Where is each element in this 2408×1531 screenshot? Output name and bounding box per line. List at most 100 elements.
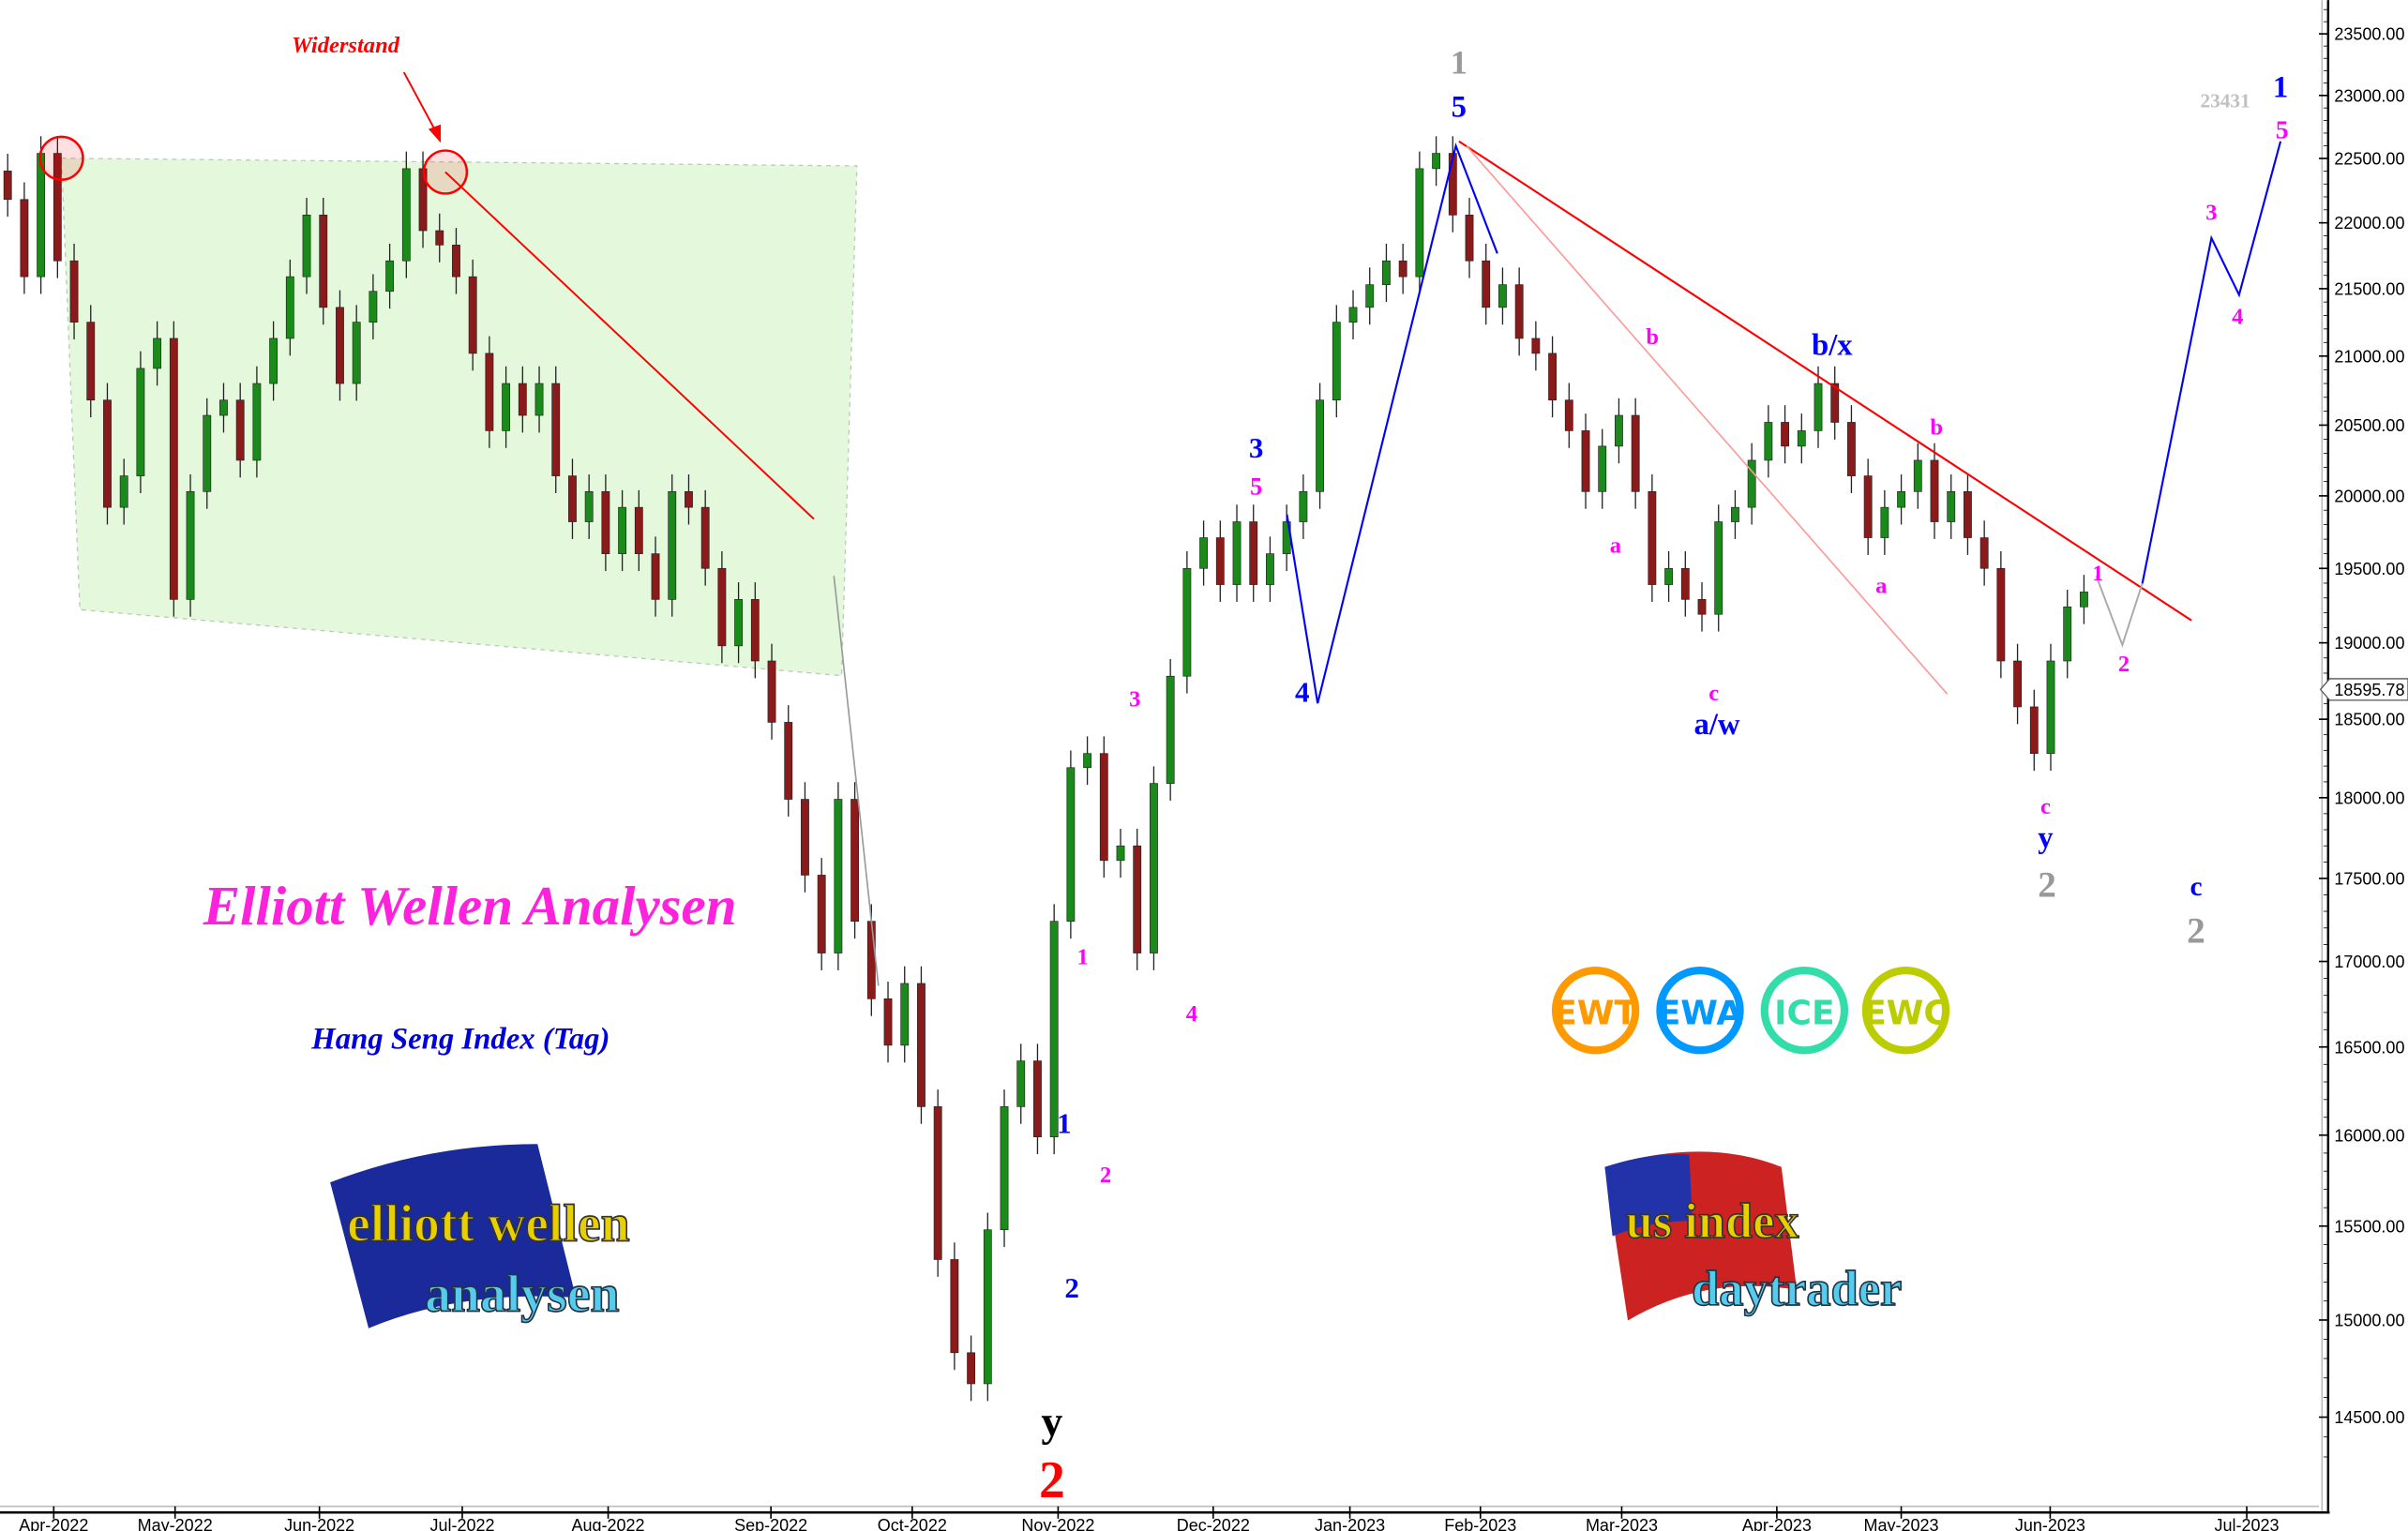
wave-label: 1: [1057, 1107, 1072, 1140]
wave-label: 1: [2092, 562, 2102, 585]
badge-ewt: EWT: [1551, 967, 1640, 1055]
badge-text: ICE: [1774, 994, 1834, 1032]
candle-body: [1913, 459, 1922, 492]
candle-body: [1215, 537, 1225, 585]
candle-body: [69, 260, 79, 323]
candle-body: [1731, 506, 1739, 522]
gray-wave-line: [833, 576, 880, 986]
arrow-shaft: [402, 71, 437, 133]
us-flag-stars-icon: [1604, 1154, 1693, 1237]
arrow-head-icon: [428, 124, 442, 143]
candle-body: [1432, 153, 1441, 170]
candle-body: [385, 260, 395, 293]
y-tick-label: 19500.00: [2334, 560, 2404, 578]
candle-body: [452, 245, 460, 278]
candle-body: [1348, 307, 1358, 323]
badge-text: EWA: [1658, 994, 1743, 1032]
candle-body: [1797, 430, 1806, 447]
logo-text: analysen: [425, 1266, 619, 1324]
y-tick-label: 16000.00: [2334, 1126, 2404, 1145]
wave-label: 5: [1452, 91, 1467, 125]
candle-body: [1615, 414, 1623, 447]
y-tick-label: 22000.00: [2334, 214, 2404, 233]
candle-body: [302, 215, 311, 278]
x-axis: Apr-2022 May-2022 Jun-2022 Jul-2022 Aug-2022…: [0, 1505, 2330, 1531]
candle-body: [1332, 322, 1341, 401]
sideways-channel: [60, 158, 858, 677]
candle-body: [219, 399, 228, 416]
badge-text: EWT: [1554, 994, 1637, 1032]
candle-body: [767, 660, 776, 723]
candle-body: [2063, 606, 2072, 662]
candle-body: [634, 506, 643, 554]
x-tick-label: Sep-2022: [734, 1516, 807, 1531]
inner-trend-line: [1466, 145, 1949, 695]
wave-label: c: [2190, 872, 2202, 902]
x-tick-label: Jul-2023: [2215, 1516, 2280, 1531]
candle-body: [668, 490, 677, 600]
candle-body: [1182, 567, 1192, 677]
candle-body: [1830, 383, 1840, 423]
candle-body: [186, 490, 195, 600]
y-tick-label: 14500.00: [2334, 1408, 2404, 1427]
candle-body: [883, 998, 893, 1046]
badge-text: EWC: [1863, 994, 1949, 1032]
candle-body: [866, 921, 876, 999]
candle-body: [336, 307, 344, 384]
candle-body: [1979, 537, 1989, 569]
candle-body: [1398, 260, 1407, 278]
candle-body: [601, 490, 610, 554]
candle-body: [850, 799, 860, 923]
candle-body: [1316, 399, 1325, 492]
logo-text: elliott wellen: [347, 1194, 630, 1253]
eu-flag-icon: [330, 1144, 577, 1328]
candle-body: [750, 599, 760, 662]
wave-label: a/w: [1693, 708, 1739, 742]
candle-body: [1498, 284, 1507, 308]
candle-body: [1448, 153, 1457, 216]
candle-body: [1781, 422, 1790, 447]
logo-elliott-wellen-analysen: elliott wellen analysen: [330, 1144, 630, 1328]
wave-label: 4: [2232, 305, 2243, 330]
candle-body: [1664, 567, 1674, 585]
candles: [3, 136, 2088, 1402]
last-price-marker: 18595.78: [2319, 678, 2408, 701]
candle-body: [1648, 490, 1657, 585]
candle-body: [1714, 521, 1723, 615]
candle-body: [2013, 660, 2022, 708]
candle-body: [401, 168, 411, 262]
wave-label: 2: [1064, 1271, 1079, 1304]
candle-body: [933, 1106, 942, 1260]
candle-body: [1996, 567, 2006, 662]
logo-us-index-daytrader: us index daytrader: [1604, 1151, 1903, 1321]
candle-body: [1964, 490, 1972, 538]
candle-body: [1415, 168, 1424, 278]
candle-body: [1863, 475, 1873, 538]
candle-body: [1133, 845, 1142, 953]
candle-body: [1465, 215, 1474, 262]
candle-body: [136, 368, 145, 476]
candle-body: [1083, 753, 1092, 769]
candle-body: [1548, 353, 1558, 401]
last-price-label: 18595.78: [2334, 681, 2404, 699]
y-tick-label: 18000.00: [2334, 788, 2404, 807]
wave-label: 23431: [2201, 90, 2250, 113]
y-tick-label: 22500.00: [2334, 150, 2404, 169]
candle-body: [1531, 338, 1541, 354]
wave-label: c: [2040, 794, 2051, 819]
candle-body: [1000, 1106, 1009, 1231]
candle-body: [584, 490, 594, 522]
candle-body: [700, 506, 710, 569]
candle-body: [618, 506, 627, 554]
candle-body: [1482, 260, 1491, 308]
candle-body: [485, 353, 494, 431]
resistance-line-2022: [444, 171, 815, 520]
candle-body: [1232, 521, 1242, 585]
candle-body: [1880, 506, 1889, 538]
x-tick-label: Apr-2022: [19, 1516, 88, 1531]
wave-label: y: [1041, 1397, 1062, 1445]
candle-body: [203, 414, 212, 492]
y-tick-label: 19000.00: [2334, 634, 2404, 653]
candle-body: [1680, 567, 1690, 600]
